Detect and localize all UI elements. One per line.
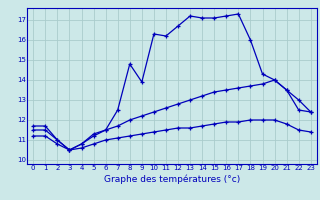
X-axis label: Graphe des températures (°c): Graphe des températures (°c) xyxy=(104,174,240,184)
